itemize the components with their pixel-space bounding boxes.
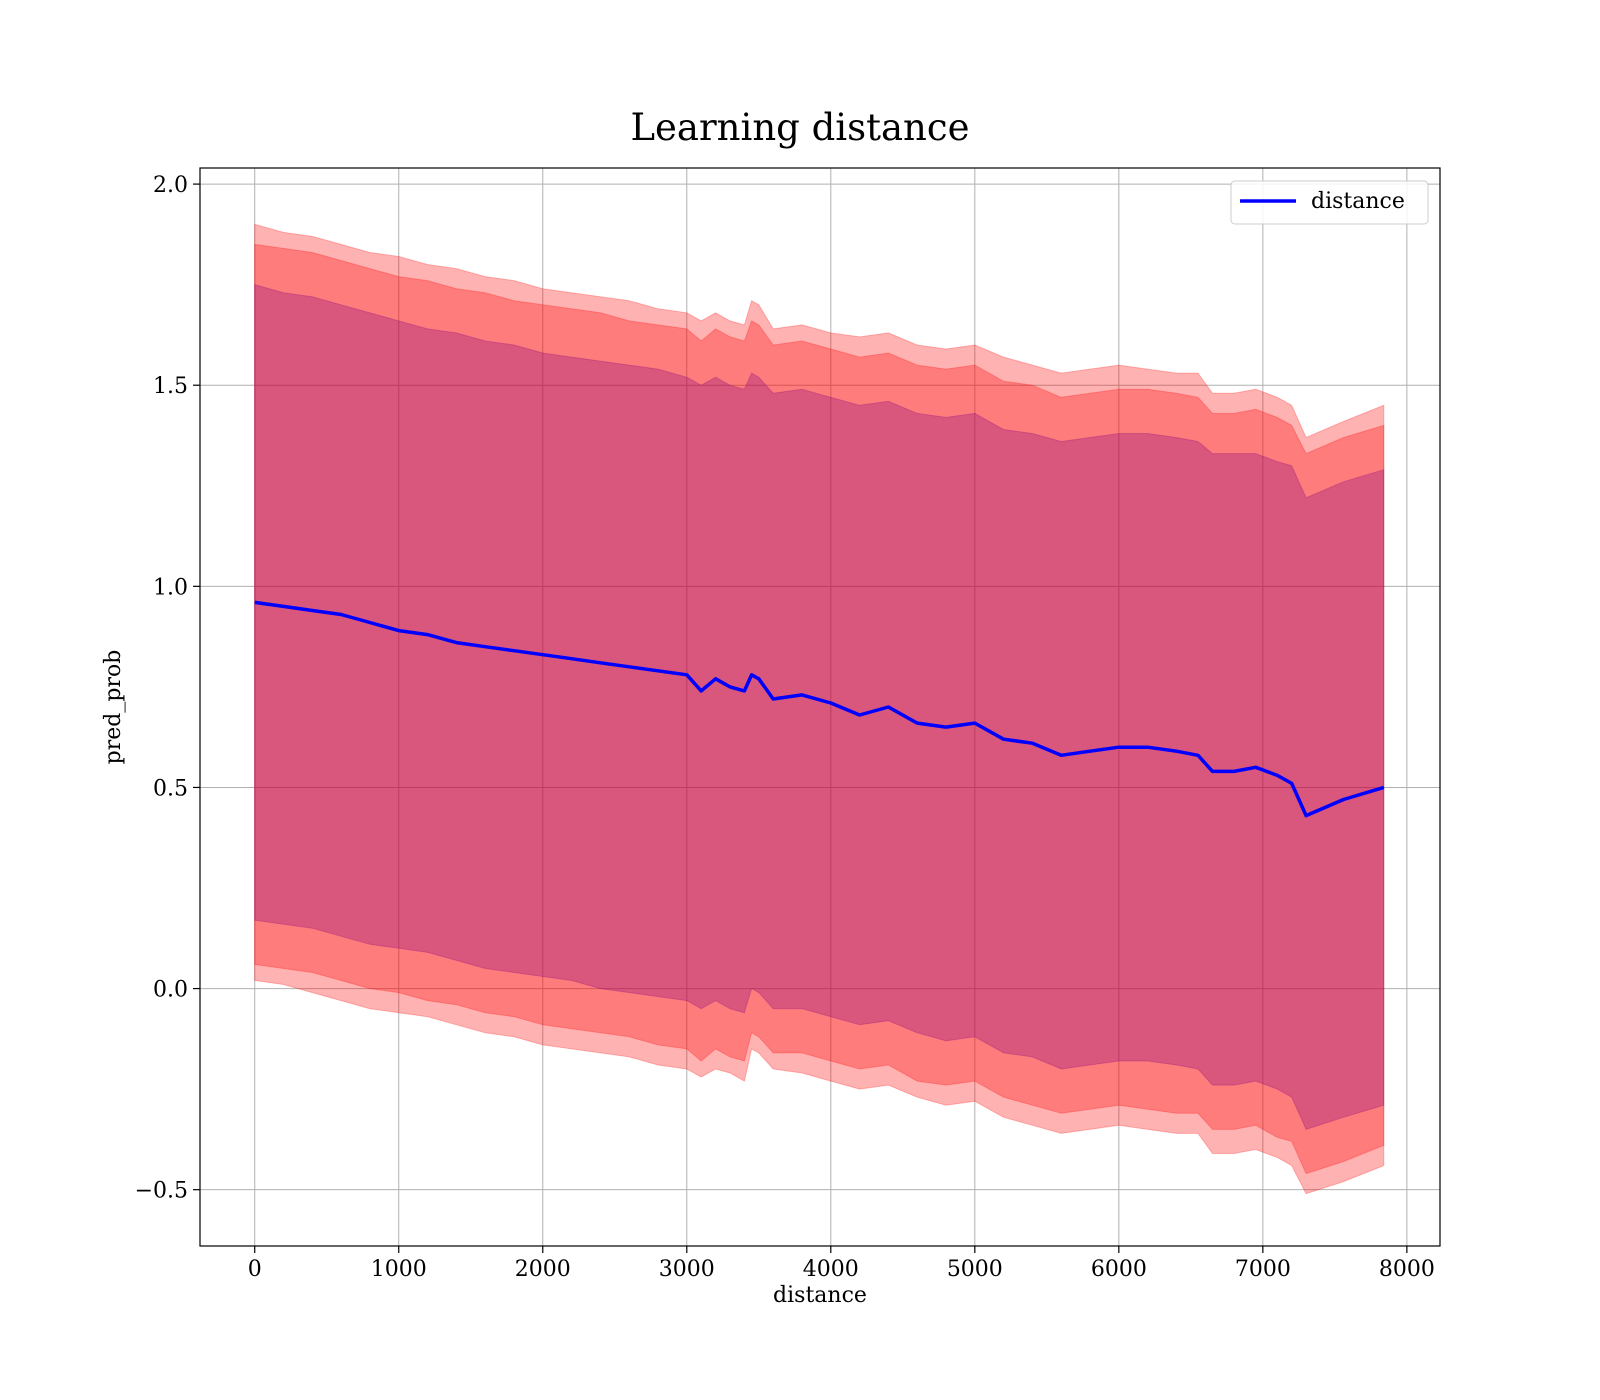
axis-ticks: 0 1000 2000 3000 4000 5000 6000 7000 8000 −0.5 0.0… xyxy=(135,173,1435,1282)
y-tick-label: 1.0 xyxy=(153,575,188,600)
x-tick-label: 6000 xyxy=(1091,1257,1147,1282)
confidence-bands xyxy=(254,223,1385,1195)
x-tick-label: 5000 xyxy=(947,1257,1003,1282)
plot-frame xyxy=(199,167,1441,1247)
y-tick-label: −0.5 xyxy=(135,1179,188,1204)
y-tick-label: 0.5 xyxy=(153,776,188,801)
y-tick-label: 2.0 xyxy=(153,173,188,198)
x-tick-label: 4000 xyxy=(803,1257,859,1282)
x-axis-label: distance xyxy=(773,1283,867,1308)
band-2 xyxy=(254,243,1385,1175)
legend-box xyxy=(1230,180,1429,225)
series-line-distance xyxy=(254,600,1385,818)
y-tick-label: 1.5 xyxy=(153,374,188,399)
x-tick-label: 2000 xyxy=(515,1257,571,1282)
legend: distance xyxy=(1230,180,1429,225)
chart-title: Learning distance xyxy=(630,106,969,149)
grid xyxy=(200,168,1440,1246)
band-1 xyxy=(254,223,1385,1195)
x-tick-label: 7000 xyxy=(1235,1257,1291,1282)
x-tick-label: 8000 xyxy=(1379,1257,1435,1282)
band-3 xyxy=(254,283,1385,1131)
x-tick-label: 1000 xyxy=(371,1257,427,1282)
legend-label-distance: distance xyxy=(1311,189,1405,214)
x-tick-label: 3000 xyxy=(659,1257,715,1282)
x-tick-label: 0 xyxy=(248,1257,262,1282)
y-tick-label: 0.0 xyxy=(153,978,188,1003)
series-lines xyxy=(254,600,1385,818)
y-axis-label: pred_prob xyxy=(101,650,126,765)
